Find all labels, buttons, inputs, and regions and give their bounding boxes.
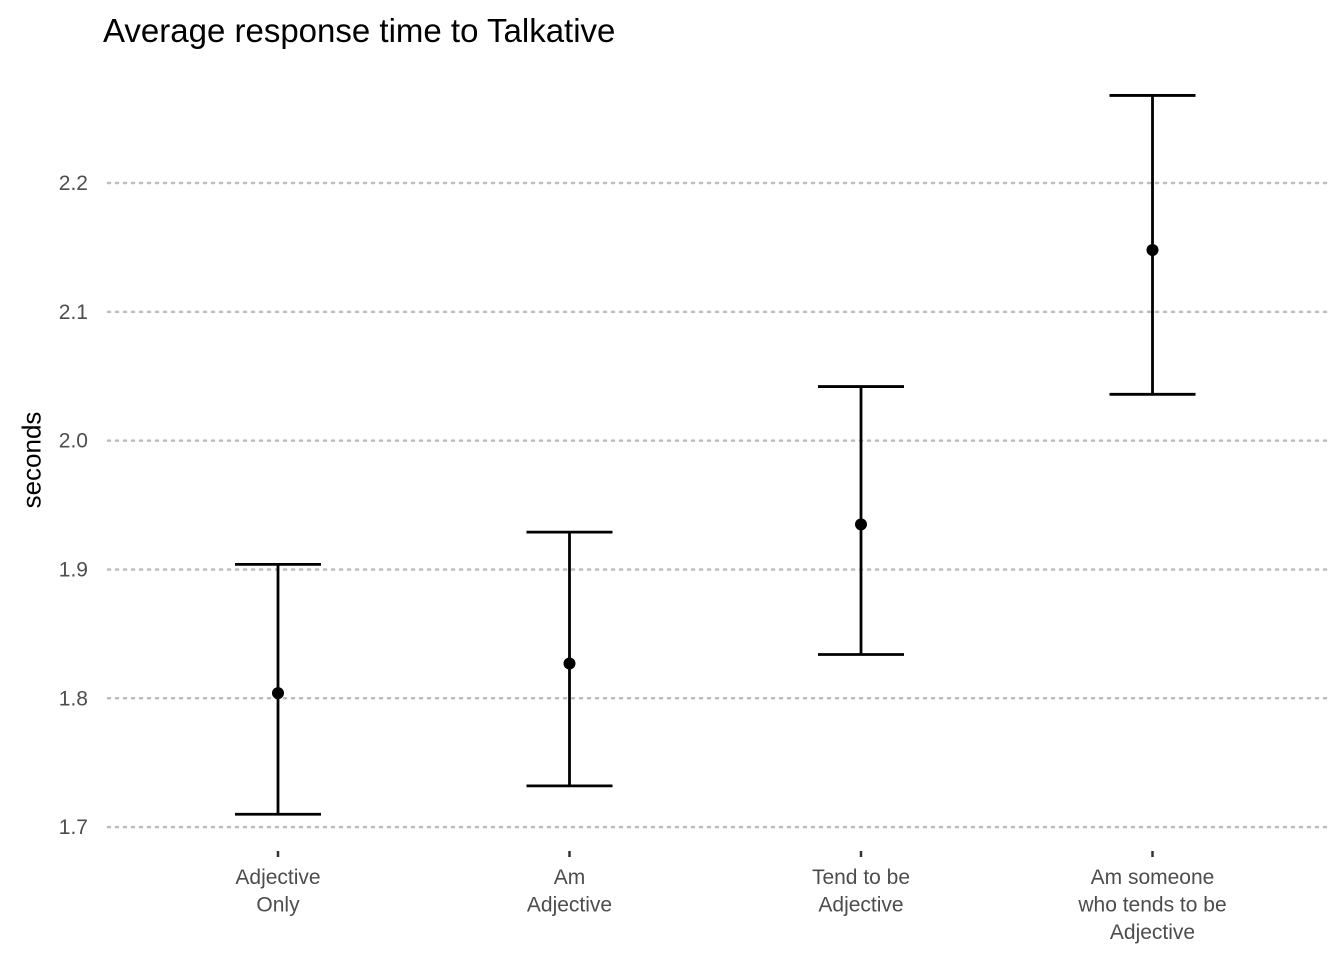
x-tick-label: Tend to be [812, 866, 910, 889]
data-point [855, 518, 867, 531]
y-tick-label: 2.2 [59, 172, 88, 195]
x-tick-label: who tends to be [1077, 894, 1226, 917]
x-tick-label: Adjective [235, 866, 320, 889]
x-tick-label: Adjective [1110, 921, 1195, 944]
data-point [1146, 244, 1159, 257]
x-tick-label: Am someone [1091, 866, 1215, 889]
y-tick-label: 1.8 [59, 687, 88, 710]
data-point [563, 657, 576, 670]
y-tick-label: 2.1 [59, 301, 88, 324]
x-tick-label: Adjective [527, 894, 612, 917]
data-point [272, 687, 284, 700]
x-tick-label: Am [554, 866, 586, 889]
chart-title: Average response time to Talkative [103, 12, 616, 49]
y-tick-label: 2.0 [59, 430, 88, 453]
x-tick-label: Only [256, 894, 300, 917]
y-tick-label: 1.7 [59, 816, 88, 839]
x-tick-label: Adjective [818, 894, 903, 917]
y-tick-label: 1.9 [59, 558, 88, 581]
